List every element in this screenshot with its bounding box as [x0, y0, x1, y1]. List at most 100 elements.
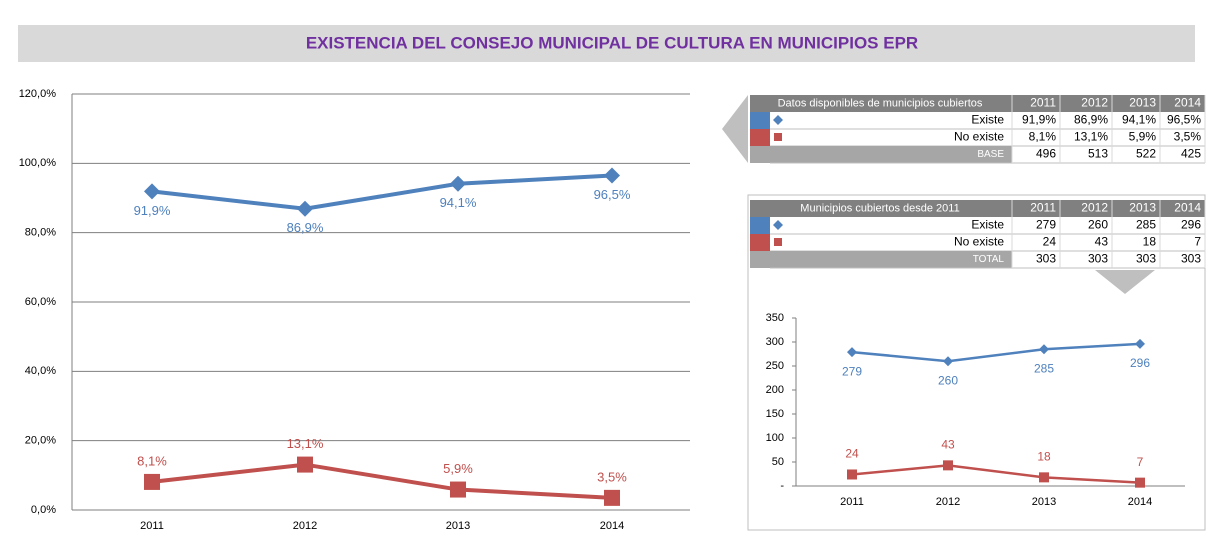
data-label: 285: [1034, 361, 1054, 375]
x-tick-label: 2011: [840, 496, 864, 508]
swatch: [750, 234, 770, 251]
y-tick-label: 80,0%: [25, 227, 56, 239]
marker: [1039, 344, 1049, 355]
table-cell: 303: [1036, 252, 1056, 266]
marker: [144, 183, 160, 200]
column-header: 2012: [1081, 201, 1108, 215]
table-cell: 8,1%: [1029, 130, 1057, 144]
y-tick-label: 120,0%: [19, 88, 57, 100]
x-tick-label: 2013: [1032, 496, 1056, 508]
data-label: 8,1%: [137, 453, 167, 468]
table-cell: 425: [1181, 147, 1201, 161]
x-tick-label: 2014: [1128, 496, 1152, 508]
marker: [604, 167, 620, 184]
table-cell: 303: [1181, 252, 1201, 266]
table-cell: 43: [1095, 235, 1109, 249]
table-cell: 96,5%: [1167, 113, 1201, 127]
marker: [450, 481, 466, 498]
table-cell: 260: [1088, 218, 1108, 232]
y-tick-label: 50: [772, 456, 784, 468]
table-cell: 303: [1088, 252, 1108, 266]
panel-border: [747, 194, 1206, 531]
swatch: [750, 129, 770, 146]
y-tick-label: 100,0%: [19, 157, 57, 169]
column-header: 2011: [1030, 201, 1056, 215]
row-label: No existe: [954, 130, 1004, 144]
data-label: 86,9%: [287, 220, 324, 235]
title-bar: [18, 25, 1195, 62]
table-cell: 303: [1136, 252, 1156, 266]
data-label: 260: [938, 373, 958, 387]
marker: [847, 469, 857, 480]
column-header: 2014: [1174, 201, 1201, 215]
title: EXISTENCIA DEL CONSEJO MUNICIPAL DE CULT…: [306, 33, 918, 52]
x-tick-label: 2014: [600, 520, 624, 532]
table-header: [750, 95, 1205, 112]
marker: [847, 347, 857, 358]
x-tick-label: 2011: [140, 520, 164, 532]
total-row: [750, 146, 1012, 163]
column-header: 2013: [1129, 96, 1156, 110]
series-line: [851, 342, 1141, 363]
table-cell: 496: [1036, 147, 1056, 161]
marker: [943, 356, 953, 367]
x-tick-label: 2012: [293, 520, 317, 532]
table-cell: 7: [1194, 235, 1201, 249]
marker: [297, 200, 313, 217]
icon: [774, 238, 782, 246]
x-tick-label: 2012: [936, 496, 960, 508]
table-cell: 86,9%: [1074, 113, 1108, 127]
row-label: Existe: [971, 218, 1004, 232]
data-label: 18: [1037, 450, 1051, 464]
marker: [144, 473, 160, 490]
table-cell: 91,9%: [1022, 113, 1056, 127]
table-cell: 5,9%: [1129, 130, 1157, 144]
data-label: 94,1%: [440, 195, 477, 210]
table-cell: 24: [1043, 235, 1057, 249]
data-label: 13,1%: [287, 436, 324, 451]
y-tick-label: 150: [766, 408, 784, 420]
table-header: [750, 200, 1205, 217]
total-row: [750, 251, 1012, 268]
marker: [1039, 472, 1049, 483]
data-label: 91,9%: [134, 203, 171, 218]
marker: [450, 175, 466, 192]
marker: [297, 456, 313, 473]
swatch: [750, 112, 770, 129]
arrow-down: [1095, 270, 1155, 294]
y-tick-label: 100: [766, 432, 784, 444]
series-line: [851, 464, 1141, 484]
y-tick-label: -: [780, 480, 784, 492]
table-cell: 279: [1036, 218, 1056, 232]
y-tick-label: 350: [766, 312, 784, 324]
y-tick-label: 40,0%: [25, 365, 56, 377]
y-tick-label: 60,0%: [25, 296, 56, 308]
table-title: Municipios cubiertos desde 2011: [800, 202, 959, 214]
column-header: 2012: [1081, 96, 1108, 110]
table-cell: 513: [1088, 147, 1108, 161]
data-label: 296: [1130, 356, 1150, 370]
marker: [1135, 477, 1145, 488]
table-cell: 13,1%: [1074, 130, 1108, 144]
marker: [604, 489, 620, 506]
row-label: No existe: [954, 235, 1004, 249]
swatch: [750, 217, 770, 234]
series-line: [151, 173, 613, 211]
icon: [774, 133, 782, 141]
data-label: 7: [1137, 455, 1144, 469]
data-label: 43: [941, 438, 955, 452]
row-label: BASE: [977, 149, 1004, 160]
y-tick-label: 300: [766, 336, 784, 348]
table-cell: 296: [1181, 218, 1201, 232]
series-line: [151, 462, 613, 500]
icon: [773, 115, 783, 125]
column-header: 2011: [1030, 96, 1056, 110]
column-header: 2014: [1174, 96, 1201, 110]
table-title: Datos disponibles de municipios cubierto…: [778, 97, 983, 109]
arrow-left: [722, 95, 748, 163]
data-label: 3,5%: [597, 469, 627, 484]
y-tick-label: 200: [766, 384, 784, 396]
table-cell: 18: [1143, 235, 1157, 249]
data-label: 96,5%: [594, 187, 631, 202]
